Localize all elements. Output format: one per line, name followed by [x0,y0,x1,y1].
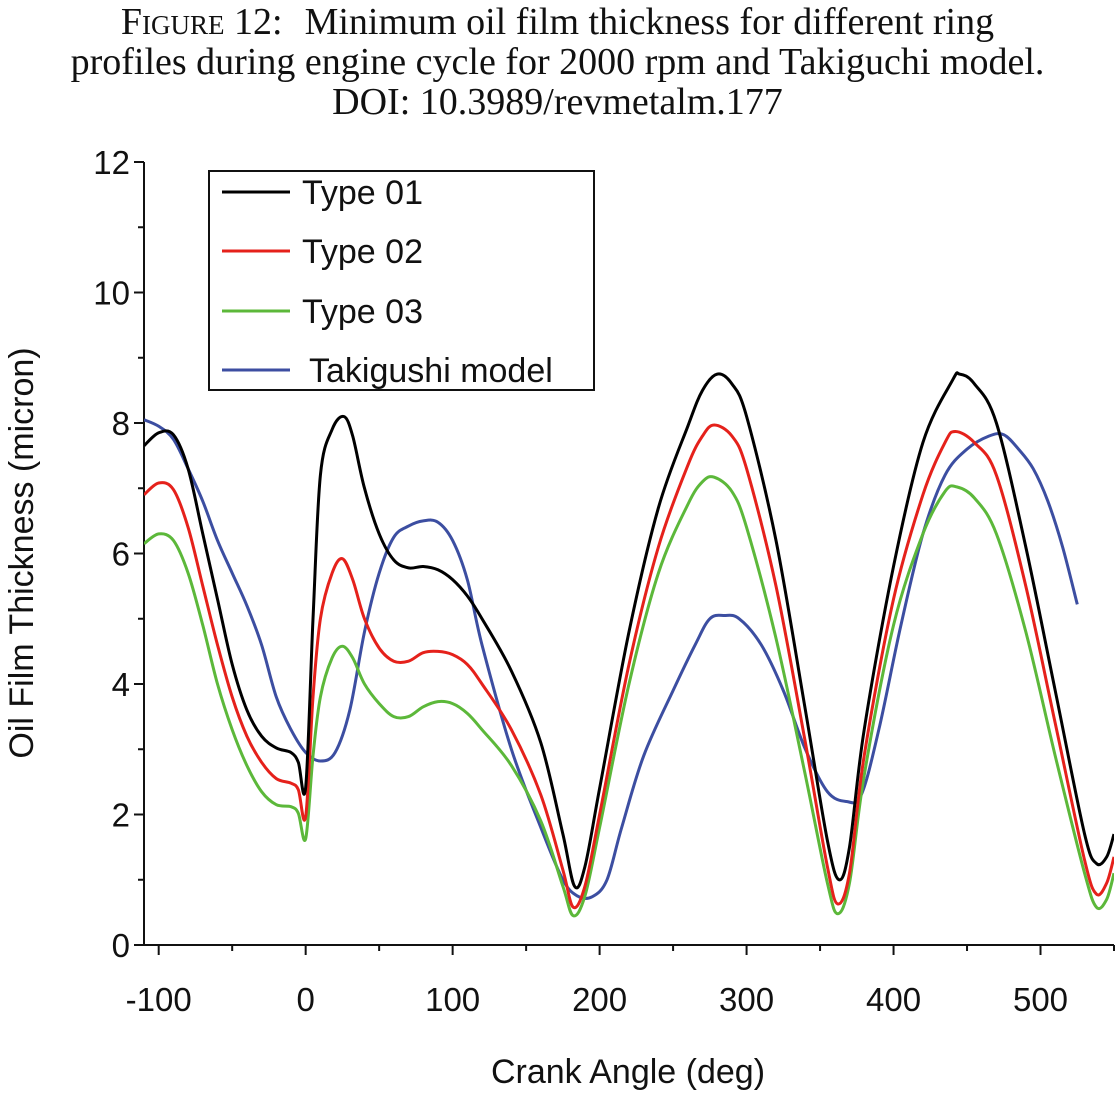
x-ticks: -100 0 100 200 300 400 500 [126,945,1115,1018]
series-line-type-02 [144,423,1114,910]
x-tick-label: -100 [126,981,192,1018]
y-tick-label: 12 [93,144,130,181]
x-axis-title: Crank Angle (deg) [491,1053,765,1091]
series-line-takigushi-model [144,418,1079,900]
legend-label-type-03: Type 03 [302,293,423,331]
legend-label-type-01: Type 01 [302,174,423,212]
legend-box [208,170,595,391]
legend-label-type-02: Type 02 [302,233,423,271]
y-tick-label: 6 [112,536,130,573]
caption-label: Figure 12: [120,1,283,43]
legend: Type 01 Type 02 Type 03 Takigushi model [208,170,595,391]
x-tick-label: 400 [866,981,921,1018]
x-tick-label: 300 [719,981,774,1018]
y-tick-label: 2 [112,797,130,834]
y-tick-label: 8 [112,405,130,442]
x-tick-label: 0 [296,981,314,1018]
caption-text-1: Minimum oil film thickness for different… [304,1,995,43]
y-tick-label: 10 [93,275,130,312]
series-line-type-01 [144,371,1114,890]
legend-label-takigushi-model: Takigushi model [309,352,553,390]
y-tick-label: 0 [112,927,130,964]
y-tick-label: 4 [112,666,130,703]
x-tick-label: 500 [1013,981,1068,1018]
series-lines [144,371,1114,918]
x-tick-label: 200 [572,981,627,1018]
caption-line-3: DOI: 10.3989/revmetalm.177 [332,81,783,123]
y-axis-title: Oil Film Thickness (micron) [3,347,41,758]
figure-caption: Figure 12: Minimum oil film thickness for… [0,2,1115,122]
caption-line-2: profiles during engine cycle for 2000 rp… [70,41,1045,83]
series-line-type-03 [144,475,1114,918]
x-tick-label: 100 [425,981,480,1018]
caption-line-1: Figure 12: Minimum oil film thickness for… [0,2,1115,42]
y-ticks: 0 2 4 6 8 10 12 [93,144,144,964]
